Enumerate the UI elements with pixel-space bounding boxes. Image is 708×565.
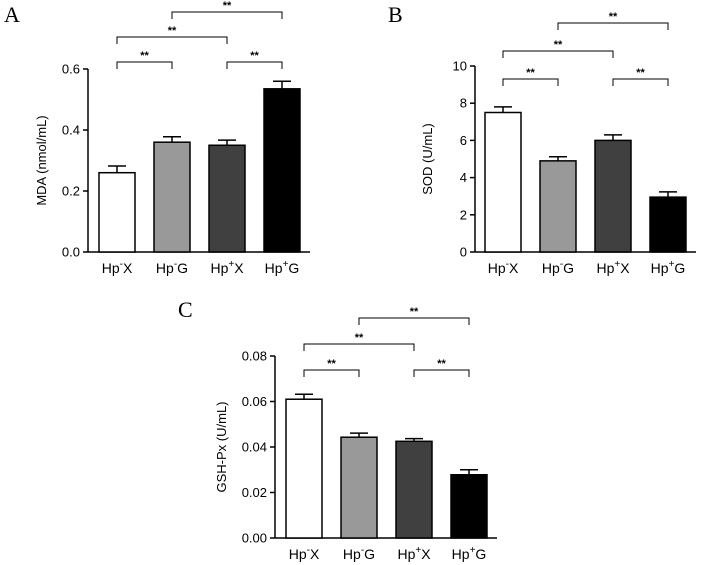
- significance-label: **: [636, 67, 645, 79]
- category-label: Hp-G: [542, 259, 574, 276]
- significance-bracket: [226, 61, 283, 69]
- bar: [285, 398, 323, 539]
- bar: [395, 440, 433, 539]
- bar: [594, 139, 632, 253]
- significance-label: **: [437, 358, 446, 370]
- category-label: Hp+G: [651, 259, 686, 276]
- significance-bracket: [413, 369, 470, 377]
- significance-bracket: [502, 50, 614, 58]
- significance-label: **: [250, 50, 259, 62]
- y-tick-label: 0.00: [242, 531, 267, 546]
- significance-label: **: [168, 25, 177, 37]
- panel-letter: B: [388, 2, 403, 27]
- significance-label: **: [355, 332, 364, 344]
- bar: [450, 474, 488, 539]
- bar: [649, 196, 687, 253]
- category-label: Hp-G: [343, 545, 375, 562]
- significance-bracket: [557, 22, 669, 30]
- y-tick-label: 0.08: [242, 349, 267, 364]
- bar: [340, 436, 378, 539]
- significance-bracket: [612, 78, 669, 86]
- y-tick-label: 6: [460, 133, 467, 148]
- panel-b: B 0 2 4 6 8 10 SOD (U/mL) Hp-X Hp-G Hp+X Hp+G ** ** **…: [388, 2, 696, 276]
- bar: [484, 111, 522, 253]
- significance-label: **: [327, 358, 336, 370]
- significance-bracket: [171, 11, 283, 19]
- significance-bracket: [303, 343, 415, 351]
- bar: [153, 141, 191, 253]
- y-axis-label: MDA (nmol/mL): [34, 115, 49, 205]
- significance-label: **: [410, 306, 419, 318]
- y-tick-label: 0: [460, 245, 467, 260]
- y-tick-label: 0.4: [62, 123, 80, 138]
- bar: [539, 160, 577, 253]
- significance-label: **: [609, 11, 618, 23]
- significance-bracket: [502, 78, 559, 86]
- y-tick-label: 0.02: [242, 485, 267, 500]
- y-tick-label: 10: [453, 59, 467, 74]
- significance-label: **: [526, 67, 535, 79]
- y-tick-label: 4: [460, 170, 467, 185]
- panel-letter: C: [178, 297, 193, 322]
- y-tick-label: 8: [460, 96, 467, 111]
- y-tick-label: 0.06: [242, 394, 267, 409]
- y-tick-label: 0.0: [62, 245, 80, 260]
- panel-a: A 0.0 0.2 0.4 0.6 MDA (nmol/mL) Hp-X Hp-G Hp+X Hp…: [4, 0, 310, 276]
- y-tick-label: 0.6: [62, 62, 80, 77]
- significance-bracket: [358, 317, 470, 325]
- bar: [263, 88, 301, 253]
- category-label: Hp+X: [397, 545, 431, 562]
- significance-label: **: [554, 39, 563, 51]
- category-label: Hp-X: [488, 259, 519, 276]
- y-tick-label: 2: [460, 207, 467, 222]
- bar: [208, 144, 246, 253]
- category-label: Hp+X: [210, 259, 244, 276]
- category-label: Hp-X: [289, 545, 320, 562]
- category-label: Hp+X: [596, 259, 630, 276]
- bar: [98, 171, 136, 253]
- category-label: Hp-X: [102, 259, 133, 276]
- category-label: Hp+G: [265, 259, 300, 276]
- y-tick-label: 0.2: [62, 184, 80, 199]
- y-tick-label: 0.04: [242, 440, 267, 455]
- y-axis-label: GSH-Px (U/mL): [214, 402, 229, 493]
- significance-bracket: [303, 369, 360, 377]
- significance-label: **: [140, 50, 149, 62]
- significance-label: **: [223, 0, 232, 12]
- significance-bracket: [116, 36, 228, 44]
- significance-bracket: [116, 61, 173, 69]
- y-axis-label: SOD (U/mL): [420, 123, 435, 195]
- panel-c: C 0.00 0.02 0.04 0.06 0.08 GSH-Px (U/mL) Hp-X Hp…: [178, 297, 497, 562]
- panel-letter: A: [4, 2, 20, 27]
- category-label: Hp+G: [452, 545, 487, 562]
- category-label: Hp-G: [156, 259, 188, 276]
